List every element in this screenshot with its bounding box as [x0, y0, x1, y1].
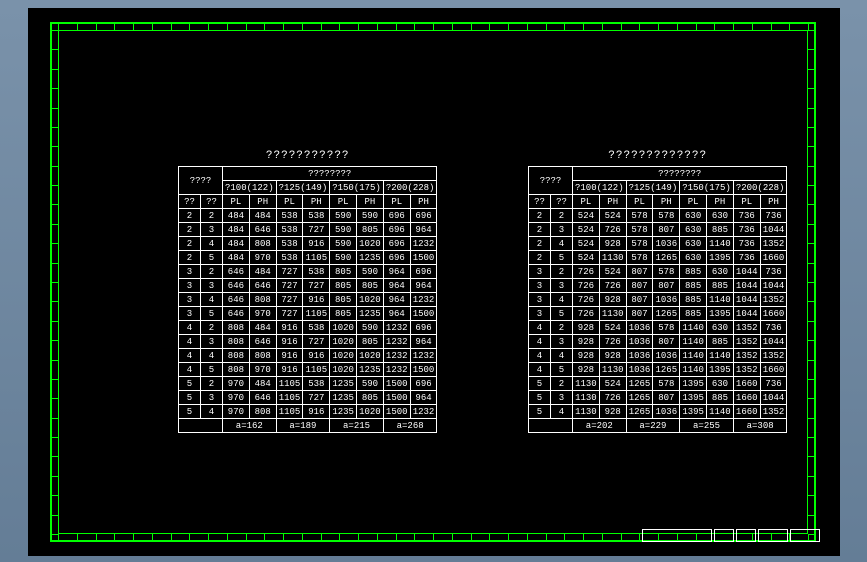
- title-block-cell: [736, 529, 756, 542]
- cad-canvas: ??????????? ?????????????100(122)?125(14…: [28, 8, 840, 556]
- title-block-cell: [714, 529, 734, 542]
- title-block-cell: [790, 529, 820, 542]
- right-table: ?????????????100(122)?125(149)?150(175)?…: [528, 166, 787, 433]
- left-table-title: ???????????: [178, 150, 437, 162]
- left-table-section: ??????????? ?????????????100(122)?125(14…: [178, 150, 437, 433]
- right-table-title: ?????????????: [528, 150, 787, 162]
- title-block-cell: [642, 529, 712, 542]
- title-block-cell: [758, 529, 788, 542]
- left-table: ?????????????100(122)?125(149)?150(175)?…: [178, 166, 437, 433]
- title-block: [642, 529, 820, 542]
- right-table-section: ????????????? ?????????????100(122)?125(…: [528, 150, 787, 433]
